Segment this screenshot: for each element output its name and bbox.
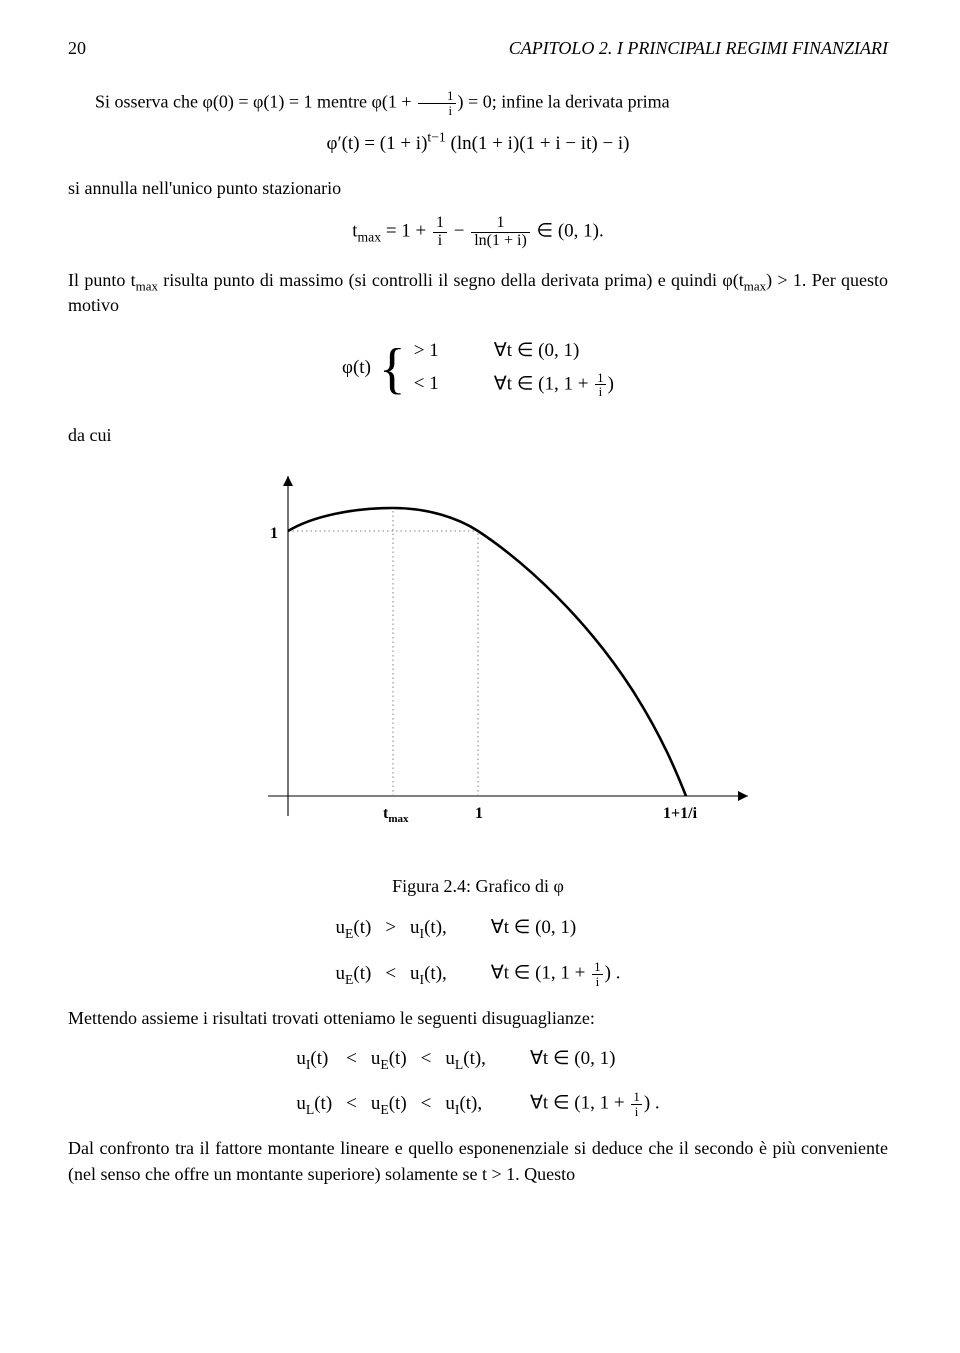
lhs: uE(t) bbox=[336, 915, 372, 942]
phi-graph-svg: 1 tmax 1 1+1/i bbox=[168, 466, 788, 856]
x-label-1p1i: 1+1/i bbox=[663, 805, 698, 822]
chapter-title: CAPITOLO 2. I PRINCIPALI REGIMI FINANZIA… bbox=[509, 36, 888, 61]
x-label-tmax: tmax bbox=[383, 805, 409, 825]
case2-rhs: ∀t ∈ (1, 1 + 1i) bbox=[494, 371, 614, 399]
c: uL(t), bbox=[445, 1046, 486, 1073]
text: = 1 + bbox=[381, 221, 431, 242]
b: uE(t) bbox=[371, 1046, 407, 1073]
c: uI(t), bbox=[445, 1091, 486, 1118]
text: φ′(t) = (1 + i) bbox=[326, 133, 427, 154]
sub: max bbox=[744, 278, 766, 293]
page-number: 20 bbox=[68, 36, 86, 61]
rhs: uI(t), bbox=[410, 915, 447, 942]
paragraph-4: Mettendo assieme i risultati trovati ott… bbox=[68, 1006, 888, 1031]
text: (ln(1 + i)(1 + i − it) − i) bbox=[446, 133, 630, 154]
text: Si osserva che φ(0) = φ(1) = 1 mentre φ(… bbox=[95, 91, 416, 111]
frac-1-over-ln: 1ln(1 + i) bbox=[471, 215, 530, 250]
brace-icon: { bbox=[379, 341, 406, 397]
rel: < bbox=[346, 1091, 357, 1118]
a: uL(t) bbox=[296, 1091, 332, 1118]
equation-tmax: tmax = 1 + 1i − 1ln(1 + i) ∈ (0, 1). bbox=[68, 215, 888, 250]
rel: < bbox=[346, 1046, 357, 1073]
text: risulta punto di massimo (si controlli i… bbox=[158, 270, 744, 290]
lhs: uE(t) bbox=[336, 961, 372, 988]
sub: max bbox=[358, 230, 382, 245]
sub: max bbox=[136, 278, 158, 293]
frac-1-over-i: 1i bbox=[433, 215, 447, 250]
case2-lhs: < 1 bbox=[414, 371, 454, 399]
frac-1-over-i: 1i bbox=[418, 89, 456, 117]
paragraph-5: Dal confronto tra il fattore montante li… bbox=[68, 1136, 888, 1186]
figure-phi-graph: 1 tmax 1 1+1/i bbox=[68, 466, 888, 856]
paragraph-2: si annulla nell'unico punto stazionario bbox=[68, 176, 888, 201]
y-label-1: 1 bbox=[270, 525, 278, 542]
equation-phi-prime: φ′(t) = (1 + i)t−1 (ln(1 + i)(1 + i − it… bbox=[68, 131, 888, 158]
text: Il punto t bbox=[68, 270, 136, 290]
rel: < bbox=[421, 1091, 432, 1118]
a: uI(t) bbox=[296, 1046, 332, 1073]
paragraph-1: Si osserva che φ(0) = φ(1) = 1 mentre φ(… bbox=[68, 89, 888, 117]
paragraph-3: Il punto tmax risulta punto di massimo (… bbox=[68, 268, 888, 318]
page-header: 20 CAPITOLO 2. I PRINCIPALI REGIMI FINAN… bbox=[68, 36, 888, 61]
da-cui: da cui bbox=[68, 423, 888, 448]
cond: ∀t ∈ (0, 1) bbox=[500, 1046, 660, 1073]
case1-rhs: ∀t ∈ (0, 1) bbox=[494, 338, 579, 365]
text: ) = 0; infine la derivata prima bbox=[458, 91, 670, 111]
inequalities-triple: uI(t) < uE(t) < uL(t), ∀t ∈ (0, 1) uL(t)… bbox=[68, 1046, 888, 1119]
rhs: uI(t), bbox=[410, 961, 447, 988]
b: uE(t) bbox=[371, 1091, 407, 1118]
rel: < bbox=[421, 1046, 432, 1073]
figure-caption: Figura 2.4: Grafico di φ bbox=[68, 874, 888, 899]
cond: ∀t ∈ (1, 1 + 1i) . bbox=[461, 960, 621, 988]
rel: < bbox=[385, 961, 396, 988]
text: − bbox=[449, 221, 469, 242]
inequalities-ue-ui: uE(t) > uI(t), ∀t ∈ (0, 1) uE(t) < uI(t)… bbox=[68, 915, 888, 988]
cond: ∀t ∈ (1, 1 + 1i) . bbox=[500, 1090, 660, 1118]
rel: > bbox=[385, 915, 396, 942]
text: ∈ (0, 1). bbox=[532, 221, 604, 242]
x-label-1: 1 bbox=[475, 805, 483, 822]
sup: t−1 bbox=[427, 130, 445, 145]
cases-prefix: φ(t) bbox=[342, 355, 371, 382]
cond: ∀t ∈ (0, 1) bbox=[461, 915, 621, 942]
equation-cases: φ(t) { > 1 ∀t ∈ (0, 1) < 1 ∀t ∈ (1, 1 + … bbox=[68, 332, 888, 405]
case1-lhs: > 1 bbox=[414, 338, 454, 365]
